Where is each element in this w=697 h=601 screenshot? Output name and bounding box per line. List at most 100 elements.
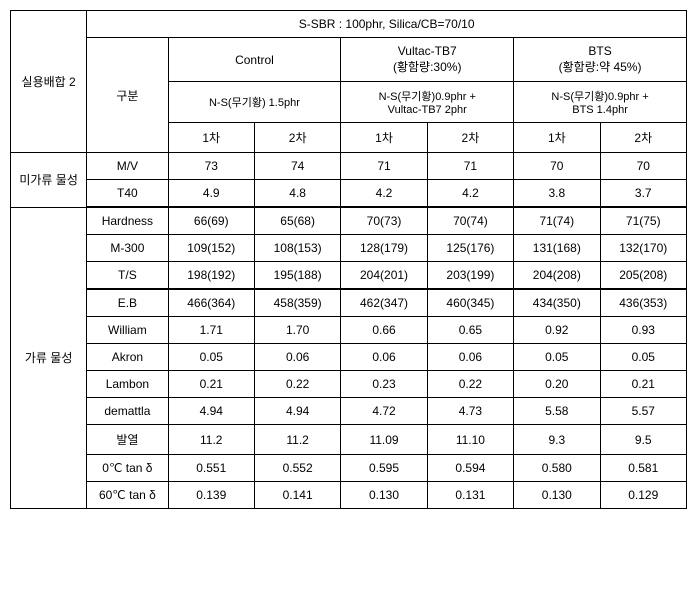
data-cell: 466(364): [168, 289, 254, 317]
data-cell: 458(359): [254, 289, 340, 317]
data-cell: 73: [168, 153, 254, 180]
data-cell: 0.130: [341, 482, 427, 509]
group-label-3: 가류 물성: [11, 207, 87, 509]
data-cell: 0.93: [600, 317, 687, 344]
data-cell: 70: [600, 153, 687, 180]
trial-header: 2차: [427, 123, 513, 153]
data-cell: 109(152): [168, 235, 254, 262]
data-cell: 0.65: [427, 317, 513, 344]
prop-label: M/V: [87, 153, 168, 180]
table-row: Lambon 0.21 0.22 0.23 0.22 0.20 0.21: [11, 371, 687, 398]
data-cell: 3.8: [514, 180, 600, 208]
col-group-vultac: Vultac-TB7 (황함량:30%): [341, 38, 514, 82]
data-cell: 0.595: [341, 455, 427, 482]
col-group-control: Control: [168, 38, 341, 82]
data-cell: 66(69): [168, 207, 254, 235]
table-row: 미가류 물성 M/V 73 74 71 71 70 70: [11, 153, 687, 180]
data-cell: 4.94: [168, 398, 254, 425]
trial-header: 1차: [514, 123, 600, 153]
data-cell: 460(345): [427, 289, 513, 317]
data-cell: 0.06: [427, 344, 513, 371]
data-cell: 0.130: [514, 482, 600, 509]
prop-label: T40: [87, 180, 168, 208]
prop-label: 60℃ tan δ: [87, 482, 168, 509]
col-group-bts: BTS (황함량:약 45%): [514, 38, 687, 82]
data-cell: 0.05: [600, 344, 687, 371]
data-cell: 434(350): [514, 289, 600, 317]
data-cell: 1.71: [168, 317, 254, 344]
data-cell: 70(74): [427, 207, 513, 235]
data-cell: 4.72: [341, 398, 427, 425]
table-row: 구분 Control Vultac-TB7 (황함량:30%) BTS (황함량…: [11, 38, 687, 82]
data-cell: 0.92: [514, 317, 600, 344]
data-cell: 71(75): [600, 207, 687, 235]
data-cell: 4.73: [427, 398, 513, 425]
group-label-1: 실용배합 2: [11, 11, 87, 153]
subheader-bts: N-S(무기황)0.9phr + BTS 1.4phr: [514, 82, 687, 123]
table-row: M-300 109(152) 108(153) 128(179) 125(176…: [11, 235, 687, 262]
data-cell: 70: [514, 153, 600, 180]
table-row: T/S 198(192) 195(188) 204(201) 203(199) …: [11, 262, 687, 290]
data-cell: 5.58: [514, 398, 600, 425]
data-cell: 11.10: [427, 425, 513, 455]
data-cell: 131(168): [514, 235, 600, 262]
table-title: S-SBR : 100phr, Silica/CB=70/10: [87, 11, 687, 38]
table-row: Akron 0.05 0.06 0.06 0.06 0.05 0.05: [11, 344, 687, 371]
data-cell: 0.06: [341, 344, 427, 371]
data-cell: 0.21: [600, 371, 687, 398]
data-cell: 74: [254, 153, 340, 180]
table-row: 0℃ tan δ 0.551 0.552 0.595 0.594 0.580 0…: [11, 455, 687, 482]
data-cell: 203(199): [427, 262, 513, 290]
trial-header: 2차: [600, 123, 687, 153]
table-row: demattla 4.94 4.94 4.72 4.73 5.58 5.57: [11, 398, 687, 425]
data-cell: 462(347): [341, 289, 427, 317]
prop-label: Hardness: [87, 207, 168, 235]
trial-header: 2차: [254, 123, 340, 153]
data-cell: 0.06: [254, 344, 340, 371]
prop-label: T/S: [87, 262, 168, 290]
table-row: William 1.71 1.70 0.66 0.65 0.92 0.93: [11, 317, 687, 344]
data-cell: 108(153): [254, 235, 340, 262]
data-cell: 5.57: [600, 398, 687, 425]
data-cell: 71(74): [514, 207, 600, 235]
trial-header: 1차: [341, 123, 427, 153]
data-cell: 198(192): [168, 262, 254, 290]
data-cell: 132(170): [600, 235, 687, 262]
data-cell: 0.05: [168, 344, 254, 371]
data-cell: 0.552: [254, 455, 340, 482]
data-cell: 0.23: [341, 371, 427, 398]
table-row: 60℃ tan δ 0.139 0.141 0.130 0.131 0.130 …: [11, 482, 687, 509]
data-cell: 0.129: [600, 482, 687, 509]
data-cell: 4.9: [168, 180, 254, 208]
group-label-2: 미가류 물성: [11, 153, 87, 208]
data-cell: 71: [427, 153, 513, 180]
data-cell: 4.8: [254, 180, 340, 208]
table-row: E.B 466(364) 458(359) 462(347) 460(345) …: [11, 289, 687, 317]
data-cell: 0.594: [427, 455, 513, 482]
data-cell: 0.131: [427, 482, 513, 509]
prop-label: 발열: [87, 425, 168, 455]
data-cell: 4.2: [341, 180, 427, 208]
data-cell: 9.5: [600, 425, 687, 455]
table-row: 발열 11.2 11.2 11.09 11.10 9.3 9.5: [11, 425, 687, 455]
table-row: 실용배합 2 S-SBR : 100phr, Silica/CB=70/10: [11, 11, 687, 38]
data-cell: 4.2: [427, 180, 513, 208]
prop-label: demattla: [87, 398, 168, 425]
data-cell: 70(73): [341, 207, 427, 235]
data-cell: 205(208): [600, 262, 687, 290]
subheader-control: N-S(무기황) 1.5phr: [168, 82, 341, 123]
data-cell: 71: [341, 153, 427, 180]
prop-label: William: [87, 317, 168, 344]
subheader-vultac: N-S(무기황)0.9phr + Vultac-TB7 2phr: [341, 82, 514, 123]
data-cell: 195(188): [254, 262, 340, 290]
data-cell: 0.05: [514, 344, 600, 371]
gubun-label: 구분: [87, 38, 168, 153]
data-cell: 1.70: [254, 317, 340, 344]
data-cell: 3.7: [600, 180, 687, 208]
data-cell: 0.551: [168, 455, 254, 482]
data-cell: 0.580: [514, 455, 600, 482]
prop-label: E.B: [87, 289, 168, 317]
data-cell: 0.22: [254, 371, 340, 398]
data-cell: 204(201): [341, 262, 427, 290]
table-row: T40 4.9 4.8 4.2 4.2 3.8 3.7: [11, 180, 687, 208]
